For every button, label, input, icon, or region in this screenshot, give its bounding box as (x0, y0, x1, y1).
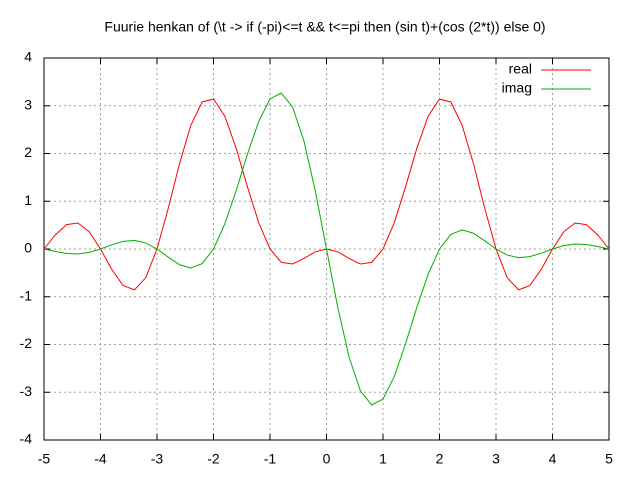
x-tick-label: 5 (605, 451, 613, 467)
x-tick-label: -3 (151, 451, 164, 467)
legend-label: imag (502, 80, 532, 96)
y-tick-label: -3 (20, 383, 33, 399)
y-tick-label: 2 (24, 144, 32, 160)
y-tick-label: -1 (20, 287, 33, 303)
y-tick-label: -2 (20, 335, 33, 351)
x-tick-label: -1 (264, 451, 277, 467)
x-tick-label: -2 (207, 451, 220, 467)
data-line (43, 92, 610, 406)
x-tick-label: 1 (379, 451, 387, 467)
x-tick-label: 0 (323, 451, 331, 467)
y-tick-label: 0 (24, 240, 32, 256)
chart-title: Fuurie henkan of (\t -> if (-pi)<=t && t… (104, 19, 545, 35)
y-tick-label: 3 (24, 96, 32, 112)
x-tick-label: 3 (492, 451, 500, 467)
y-tick-label: 1 (24, 192, 32, 208)
x-tick-label: -5 (38, 451, 51, 467)
y-tick-label: -4 (20, 431, 33, 447)
legend-label: real (509, 61, 532, 77)
y-tick-label: 4 (24, 49, 32, 65)
x-tick-label: 2 (436, 451, 444, 467)
x-tick-label: 4 (549, 451, 557, 467)
x-tick-label: -4 (94, 451, 107, 467)
